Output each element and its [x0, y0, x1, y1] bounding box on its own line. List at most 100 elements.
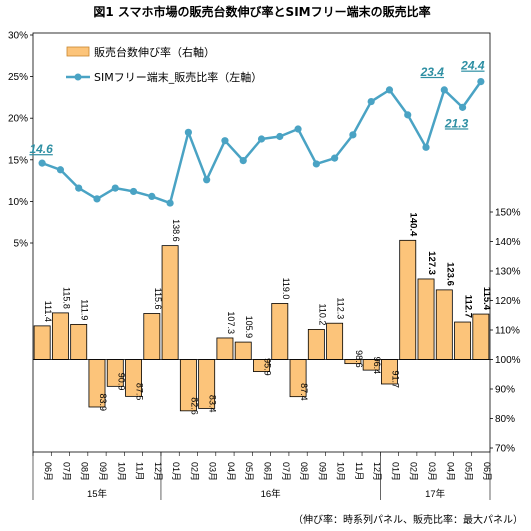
bar — [70, 323, 88, 360]
line-point — [184, 128, 192, 136]
bar-series — [33, 239, 490, 412]
year-label: 17年 — [425, 488, 446, 500]
bar — [454, 321, 472, 360]
bar-value-label: 112.7 — [463, 295, 474, 318]
right-tick-label: 120% — [495, 296, 521, 307]
line-point — [312, 160, 320, 168]
x-tick-label: 12月 — [372, 462, 382, 481]
bar — [51, 312, 69, 360]
line-point — [385, 86, 394, 94]
bar — [33, 325, 51, 360]
bar-value-label: 123.6 — [444, 262, 455, 286]
right-tick-label: 90% — [495, 385, 515, 396]
x-tick-label: 07月 — [61, 462, 71, 481]
bar-value-label: 82.6 — [189, 397, 199, 415]
plot-border — [32, 32, 491, 453]
bar-value-label: 87.5 — [135, 383, 145, 401]
line-point — [367, 97, 375, 106]
line-point — [422, 143, 430, 151]
x-tick-label: 12月 — [153, 462, 163, 481]
x-tick-label: 02月 — [409, 462, 419, 481]
bar-value-labels: 111.4 115.8 111.9 83.9 90.9 87.5 115.6 138.6 82.… — [43, 213, 492, 415]
line-point — [56, 166, 65, 174]
x-tick-label: 07月 — [281, 462, 291, 481]
legend-label-bar: 販売台数伸び率（右軸） — [94, 45, 215, 59]
line-point — [294, 125, 302, 133]
right-tick-label: 140% — [495, 237, 521, 248]
right-tick-label: 110% — [495, 326, 520, 337]
bar-value-label: 138.6 — [171, 219, 181, 242]
bar — [307, 329, 325, 360]
x-tick-label: 10月 — [336, 462, 346, 481]
x-tick-label: 11月 — [135, 462, 145, 480]
line-point — [276, 132, 284, 141]
line-annotation: 24.4 — [460, 59, 485, 73]
bar-value-label: 110.2 — [317, 304, 327, 326]
bar — [435, 289, 453, 360]
left-tick-label: 25% — [8, 72, 28, 83]
line-point — [93, 195, 101, 203]
bar-value-label: 115.8 — [61, 287, 71, 309]
bar-value-label: 98.6 — [354, 350, 364, 368]
right-tick-label: 100% — [495, 355, 521, 366]
bar — [216, 337, 234, 360]
line-point — [111, 184, 119, 192]
bar — [417, 278, 435, 360]
x-tick-label: 02月 — [189, 462, 199, 481]
bar — [161, 245, 179, 360]
bar — [472, 313, 490, 360]
x-axis: 06月 07月 08月 09月 10月 11月 12月 01月 02月 03月 04月 05月 06月 0… — [32, 452, 492, 500]
x-tick-label: 08月 — [80, 462, 90, 481]
x-tick-label: 01月 — [171, 462, 181, 481]
legend-marker — [74, 73, 82, 81]
bar-value-label: 83.4 — [208, 395, 218, 413]
bar-value-label: 140.4 — [408, 213, 419, 237]
bar-value-label: 105.9 — [244, 316, 254, 339]
line-point — [148, 192, 156, 201]
right-axis: 150% 140% 130% 120% 110% 100% 90% 80% 70% — [490, 208, 521, 455]
line-point — [166, 199, 174, 207]
line-point — [38, 159, 46, 167]
line-point — [221, 137, 229, 145]
bar-value-label: 107.3 — [226, 311, 236, 334]
legend-label-line: SIMフリー端末_販売比率（左軸） — [94, 70, 262, 84]
right-tick-label: 150% — [495, 208, 521, 219]
left-tick-label: 10% — [8, 197, 28, 208]
x-tick-label: 09月 — [317, 462, 327, 481]
x-tick-label: 05月 — [244, 462, 254, 481]
right-tick-label: 130% — [495, 267, 521, 278]
line-point — [349, 131, 357, 139]
line-annotations: 14.6 23.4 21.3 24.4 — [29, 59, 484, 157]
footnote: （伸び率：時系列パネル、販売比率：最大パネル） — [293, 513, 523, 526]
line-point — [257, 135, 266, 143]
bar — [399, 239, 417, 360]
x-tick-label: 06月 — [482, 462, 492, 481]
x-tick-label: 03月 — [427, 462, 437, 481]
line-point — [440, 86, 448, 94]
bar-value-label: 111.9 — [80, 299, 90, 320]
line-point — [203, 176, 211, 184]
x-tick-label: 09月 — [98, 462, 108, 481]
line-series — [38, 77, 485, 207]
bar — [326, 322, 344, 360]
right-tick-label: 80% — [495, 414, 515, 425]
bar-value-label: 111.4 — [43, 301, 53, 322]
bar-value-label: 112.3 — [336, 297, 346, 319]
left-tick-label: 30% — [8, 31, 28, 42]
x-tick-label: 04月 — [226, 462, 236, 481]
line-point — [129, 187, 138, 196]
bar-value-label: 91.7 — [390, 370, 400, 388]
bar-value-label: 95.9 — [263, 358, 273, 376]
bar — [271, 303, 289, 360]
x-tick-label: 08月 — [299, 462, 309, 481]
right-tick-label: 70% — [495, 444, 515, 455]
x-tick-label: 10月 — [116, 462, 126, 481]
bar-value-label: 115.6 — [153, 288, 163, 310]
bar — [143, 313, 161, 360]
year-label: 15年 — [87, 488, 108, 500]
x-tick-label: 11月 — [354, 462, 364, 480]
bar-value-label: 87.4 — [299, 383, 309, 401]
bar-value-label: 127.3 — [426, 251, 437, 275]
x-tick-label: 01月 — [390, 462, 400, 481]
